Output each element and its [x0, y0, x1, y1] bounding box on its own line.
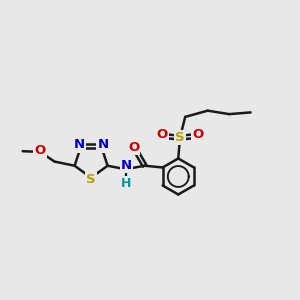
Text: N: N	[74, 139, 85, 152]
Text: O: O	[156, 128, 168, 141]
Text: N: N	[121, 159, 132, 172]
Text: S: S	[175, 131, 185, 144]
Text: O: O	[128, 140, 139, 154]
Text: O: O	[34, 144, 46, 157]
Text: H: H	[121, 177, 131, 190]
Text: O: O	[192, 128, 204, 141]
Text: N: N	[98, 139, 109, 152]
Text: S: S	[86, 173, 96, 186]
